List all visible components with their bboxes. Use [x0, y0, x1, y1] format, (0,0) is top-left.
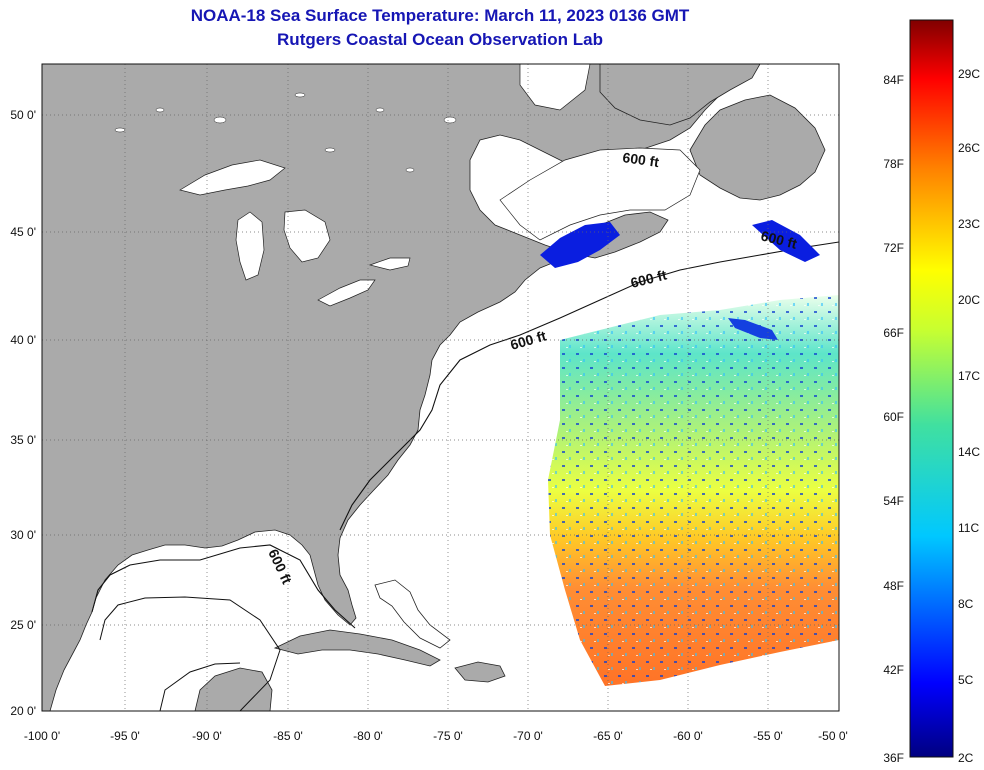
- lon-label: -80 0': [353, 729, 383, 743]
- yucatan-land: [194, 667, 273, 711]
- lat-label: 45 0': [10, 225, 36, 239]
- lat-label: 40 0': [10, 333, 36, 347]
- colorbar-c-label: 29C: [958, 67, 980, 81]
- colorbar-c-label: 11C: [958, 521, 979, 535]
- map-title: NOAA-18 Sea Surface Temperature: March 1…: [190, 6, 690, 25]
- lat-label: 35 0': [10, 433, 36, 447]
- colorbar-f-label: 48F: [883, 579, 904, 593]
- lake-michigan: [235, 211, 265, 281]
- lat-label: 30 0': [10, 528, 36, 542]
- colorbar-c-label: 23C: [958, 217, 980, 231]
- contour-label-1: 600 ft: [622, 149, 661, 170]
- colorbar-gradient: [909, 19, 954, 758]
- colorbar-c-label: 20C: [958, 293, 980, 307]
- sst-swath-speckle: [548, 295, 839, 686]
- colorbar-f-label: 72F: [883, 241, 904, 255]
- lon-label: -70 0': [513, 729, 543, 743]
- colorbar-f-labels: 84F 78F 72F 66F 60F 54F 48F 42F 36F: [883, 73, 904, 765]
- latitude-axis: 50 0' 45 0' 40 0' 35 0' 30 0' 25 0' 20 0…: [10, 108, 36, 718]
- colorbar-c-label: 8C: [958, 597, 974, 611]
- cold-patch-newfoundland: [752, 220, 820, 262]
- lake-huron: [283, 209, 331, 263]
- colorbar-f-label: 36F: [883, 751, 904, 765]
- lon-label: -50 0': [818, 729, 848, 743]
- labrador-land: [599, 64, 761, 126]
- colorbar-c-label: 5C: [958, 673, 974, 687]
- colorbar-c-label: 14C: [958, 445, 980, 459]
- lon-label: -75 0': [433, 729, 463, 743]
- lake-ontario: [368, 257, 411, 271]
- bahamas-bank: [374, 579, 451, 649]
- shelf-contour-600ft: [91, 241, 839, 629]
- lake-erie: [317, 279, 376, 307]
- north-america-land: [42, 64, 751, 711]
- lon-label: -55 0': [753, 729, 783, 743]
- colorbar-c-label: 2C: [958, 751, 974, 765]
- lon-label: -60 0': [673, 729, 703, 743]
- graticule: [42, 64, 839, 711]
- hispaniola-land: [454, 661, 506, 683]
- lake-superior: [179, 159, 286, 196]
- gulf-contour: [99, 596, 281, 711]
- colorbar-c-label: 26C: [958, 141, 980, 155]
- longitude-axis: -100 0' -95 0' -90 0' -85 0' -80 0' -75 …: [24, 729, 848, 743]
- lon-label: -65 0': [593, 729, 623, 743]
- plot-frame: [41, 63, 840, 712]
- colorbar-f-label: 66F: [883, 326, 904, 340]
- lon-label: -85 0': [273, 729, 303, 743]
- colorbar-c-labels: 29C 26C 23C 20C 17C 14C 11C 8C 5C 2C: [958, 67, 980, 765]
- small-lakes: [114, 92, 457, 173]
- lat-label: 20 0': [10, 704, 36, 718]
- hudson-bay-edge: [519, 64, 591, 111]
- gulf-st-lawrence: [499, 147, 701, 241]
- newfoundland-land: [689, 94, 826, 201]
- map-subtitle: Rutgers Coastal Ocean Observation Lab: [277, 30, 603, 49]
- lon-label: -90 0': [192, 729, 222, 743]
- cold-patch-sable: [728, 318, 778, 340]
- lon-label: -95 0': [110, 729, 140, 743]
- colorbar-c-label: 17C: [958, 369, 980, 383]
- colorbar-f-label: 60F: [883, 410, 904, 424]
- lat-label: 50 0': [10, 108, 36, 122]
- colorbar: 84F 78F 72F 66F 60F 54F 48F 42F 36F 29C …: [883, 19, 980, 765]
- lon-label: -100 0': [24, 729, 60, 743]
- colorbar-f-label: 54F: [883, 494, 904, 508]
- colorbar-f-label: 42F: [883, 663, 904, 677]
- colorbar-f-label: 84F: [883, 73, 904, 87]
- colorbar-f-label: 78F: [883, 157, 904, 171]
- lat-label: 25 0': [10, 618, 36, 632]
- cuba-land: [273, 629, 441, 667]
- cold-patch-gulf-of-maine: [540, 222, 620, 268]
